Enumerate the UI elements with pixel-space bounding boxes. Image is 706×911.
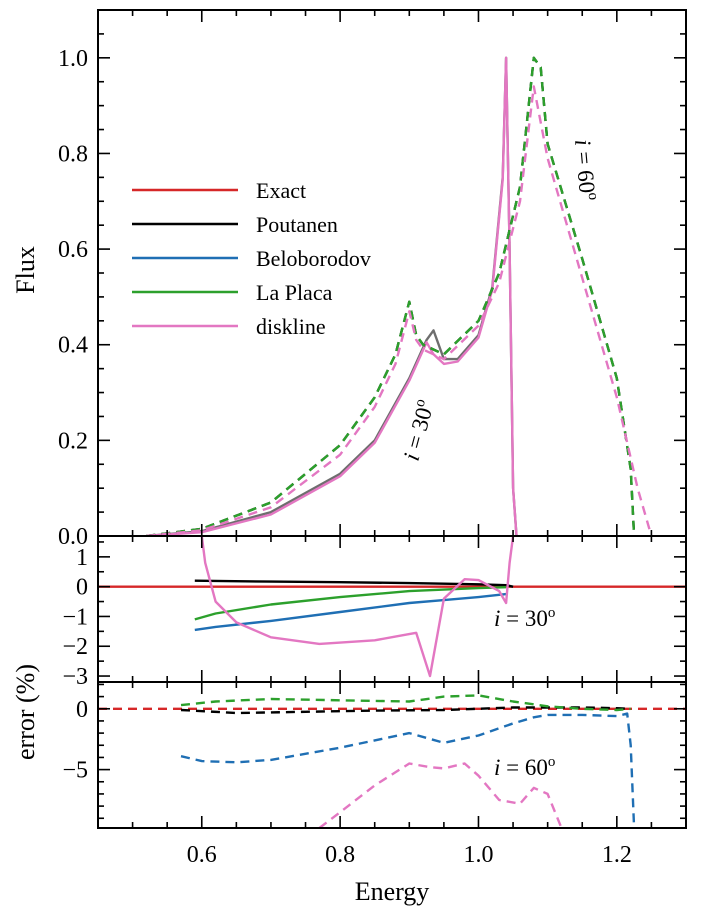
series-error-60-la_placa <box>180 694 631 712</box>
panel-error-60-frame <box>97 681 687 829</box>
legend-label: Poutanen <box>256 212 338 237</box>
y-axis-label-error: error (%) <box>11 664 40 760</box>
y-tick-label: 0.4 <box>58 333 88 359</box>
panel-error-30-frame <box>97 535 687 683</box>
series-flux-i60_black <box>146 56 636 536</box>
y-tick-label: −1 <box>62 604 88 630</box>
x-tick-label: 1.0 <box>463 842 493 868</box>
x-axis-label: Energy <box>355 877 430 906</box>
legend: Exact Poutanen Beloborodov La Placa diskline <box>132 178 371 339</box>
y-tick-label: −2 <box>62 634 88 660</box>
legend-label: Beloborodov <box>256 246 371 271</box>
series-error-60-poutanen <box>180 706 631 715</box>
annotation-i30-flux: i = 30o <box>398 397 439 463</box>
panel-error-60-plot <box>98 694 686 828</box>
series-error-60-beloborodov <box>180 712 636 828</box>
panel-flux-plot <box>146 56 653 536</box>
annotation-i60-error: i = 60o <box>494 754 555 780</box>
panel-flux-frame <box>97 9 687 537</box>
series-flux-i60_green <box>146 56 636 536</box>
legend-label: La Placa <box>256 280 333 305</box>
y-tick-label: 0 <box>76 697 88 723</box>
y-tick-label: 1.0 <box>58 46 88 72</box>
y-tick-label: 0.6 <box>58 237 88 263</box>
y-tick-label: −5 <box>62 758 88 784</box>
series-error-30-diskline <box>200 536 515 678</box>
annotation-i60-flux: i = 60o <box>570 138 601 201</box>
series-error-60-diskline <box>318 762 563 828</box>
legend-label: diskline <box>256 314 326 339</box>
series-error-30-la_placa <box>194 586 507 621</box>
series-error-30-poutanen <box>194 579 514 588</box>
annotation-i30-error: i = 30o <box>494 605 555 631</box>
legend-label: Exact <box>256 178 306 203</box>
y-tick-label: 1 <box>76 545 88 571</box>
y-tick-label: 0.0 <box>58 524 88 550</box>
x-tick-label: 1.2 <box>602 842 632 868</box>
series-flux-i30_pink <box>146 56 518 536</box>
y-axis-label-flux: Flux <box>11 246 40 294</box>
y-tick-label: 0.2 <box>58 428 88 454</box>
y-tick-label: 0.8 <box>58 141 88 167</box>
panel-error-30-plot <box>98 536 686 678</box>
y-tick-label: 0 <box>76 575 88 601</box>
series-error-30-beloborodov <box>194 592 507 632</box>
x-tick-label: 0.6 <box>187 842 217 868</box>
y-tick-label: −3 <box>62 664 88 690</box>
x-tick-label: 0.8 <box>325 842 355 868</box>
series-flux-i60_pink <box>146 85 653 536</box>
